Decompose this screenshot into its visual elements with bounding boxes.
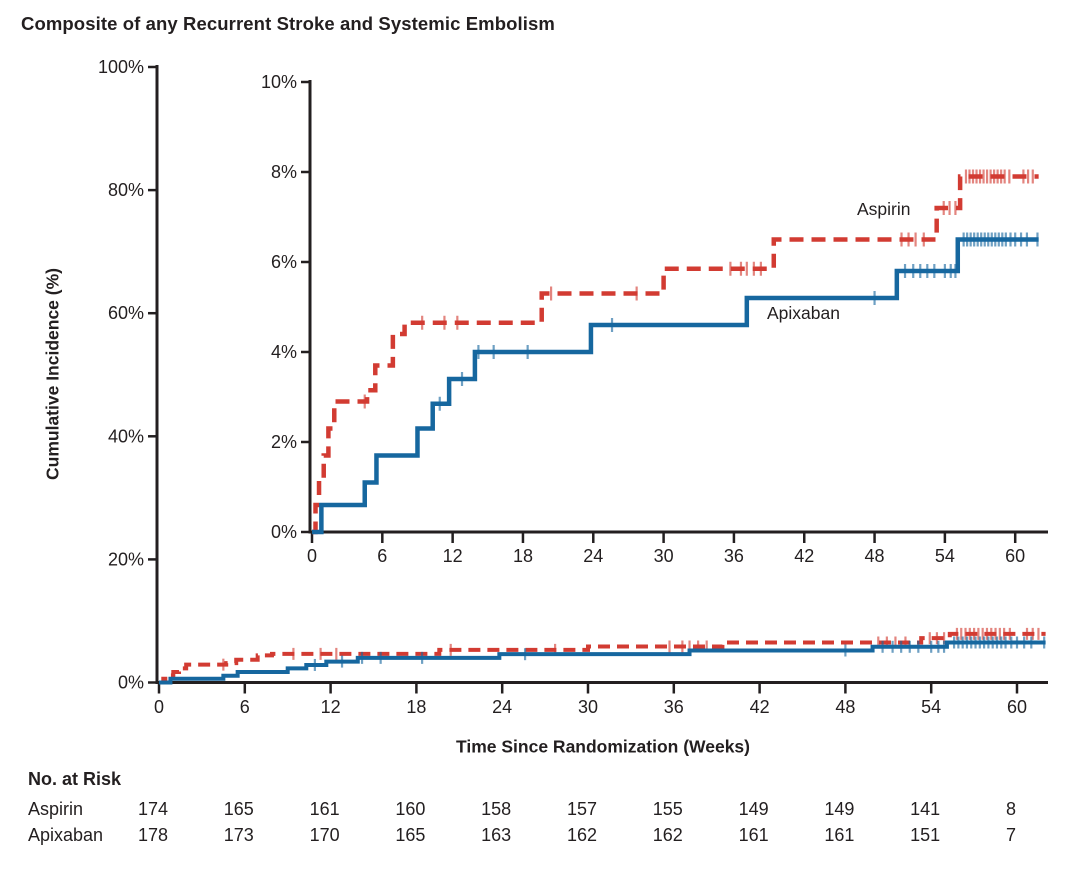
risk-value-aspirin-week-48: 149 — [824, 799, 855, 819]
inset-x-tick-label: 60 — [1005, 546, 1025, 566]
inset-x-tick-label: 12 — [443, 546, 463, 566]
inset-y-tick-label: 6% — [271, 252, 297, 272]
risk-value-aspirin-week-18: 160 — [395, 799, 426, 819]
main-x-tick-label: 60 — [1007, 697, 1027, 717]
main-x-tick-label: 48 — [835, 697, 855, 717]
risk-value-apixaban-week-42: 161 — [738, 825, 769, 845]
risk-value-aspirin-week-30: 157 — [566, 799, 598, 819]
risk-value-aspirin-week-54: 141 — [910, 799, 941, 819]
risk-value-apixaban-week-48: 161 — [824, 825, 855, 845]
inset-y-tick-label: 8% — [271, 162, 297, 182]
risk-value-apixaban-week-54: 151 — [910, 825, 941, 845]
risk-value-aspirin-week-0: 174 — [137, 799, 169, 819]
inset-x-tick-label: 18 — [513, 546, 533, 566]
risk-value-aspirin-week-36: 155 — [652, 799, 683, 819]
main-x-tick-label: 24 — [492, 697, 512, 717]
main-axes — [155, 65, 1048, 684]
main-y-tick-label: 0% — [118, 673, 144, 693]
inset-curve-apixaban — [312, 237, 1039, 535]
main-x-tick-label: 30 — [578, 697, 598, 717]
risk-value-apixaban-week-36: 162 — [652, 825, 683, 845]
risk-value-aspirin-week-42: 149 — [738, 799, 769, 819]
inset-y-tick-label: 2% — [271, 432, 297, 452]
inset-panel: 0% 2% 4% 6% 8% 10% 0 6 12 18 24 30 36 42 48 54 60 — [261, 72, 1048, 566]
inset-curve-aspirin — [312, 174, 1039, 535]
series-label-apixaban: Apixaban — [767, 303, 840, 323]
risk-value-apixaban-week-6: 173 — [223, 825, 254, 845]
y-axis-title: Cumulative Incidence (%) — [42, 268, 63, 480]
main-y-tick-label: 60% — [108, 303, 144, 323]
main-x-tick-label: 12 — [321, 697, 341, 717]
inset-axes — [308, 80, 1048, 534]
risk-value-apixaban-week-30: 162 — [566, 825, 598, 845]
figure-title: Composite of any Recurrent Stroke and Sy… — [21, 13, 555, 34]
main-curve-apixaban — [159, 640, 1046, 685]
risk-value-aspirin-week-12: 161 — [309, 799, 340, 819]
risk-value-aspirin-week-6: 165 — [223, 799, 254, 819]
inset-x-tick-label: 24 — [583, 546, 603, 566]
main-x-tick-label: 0 — [154, 697, 164, 717]
inset-x-tick-label: 36 — [724, 546, 744, 566]
main-curve-aspirin — [159, 631, 1046, 685]
inset-x-tick-label: 54 — [935, 546, 955, 566]
main-panel: 0%20%40%60%80%100%0 6 12 18 24 30 36 42 48 54 60 — [98, 57, 1048, 717]
inset-x-tick-label: 0 — [307, 546, 317, 566]
main-y-tick-label: 80% — [108, 180, 144, 200]
main-y-tick-label: 20% — [108, 549, 144, 569]
main-y-tick-label: 40% — [108, 426, 144, 446]
risk-value-apixaban-week-60: 7 — [1005, 825, 1016, 845]
inset-y-tick-label: 10% — [261, 72, 297, 92]
main-x-tick-label: 36 — [664, 697, 684, 717]
risk-table-header: No. at Risk — [28, 769, 122, 789]
risk-value-apixaban-week-24: 163 — [481, 825, 512, 845]
series-label-aspirin: Aspirin — [857, 199, 911, 219]
inset-x-tick-label: 30 — [654, 546, 674, 566]
risk-row-label-apixaban: Apixaban — [28, 825, 104, 845]
x-axis-title: Time Since Randomization (Weeks) — [455, 736, 751, 757]
main-x-tick-label: 42 — [750, 697, 770, 717]
inset-x-tick-label: 6 — [377, 546, 387, 566]
risk-value-aspirin-week-60: 8 — [1005, 799, 1016, 819]
main-y-tick-label: 100% — [98, 57, 144, 77]
inset-y-tick-label: 0% — [271, 522, 297, 542]
risk-value-apixaban-week-0: 178 — [137, 825, 169, 845]
risk-value-apixaban-week-18: 165 — [395, 825, 426, 845]
inset-y-tick-label: 4% — [271, 342, 297, 362]
main-x-tick-label: 18 — [406, 697, 426, 717]
risk-value-aspirin-week-24: 158 — [481, 799, 512, 819]
inset-x-tick-label: 42 — [794, 546, 814, 566]
risk-row-label-aspirin: Aspirin — [28, 799, 84, 819]
risk-value-apixaban-week-12: 170 — [309, 825, 340, 845]
main-x-tick-label: 54 — [921, 697, 941, 717]
main-x-tick-label: 6 — [240, 697, 250, 717]
inset-x-tick-label: 48 — [865, 546, 885, 566]
